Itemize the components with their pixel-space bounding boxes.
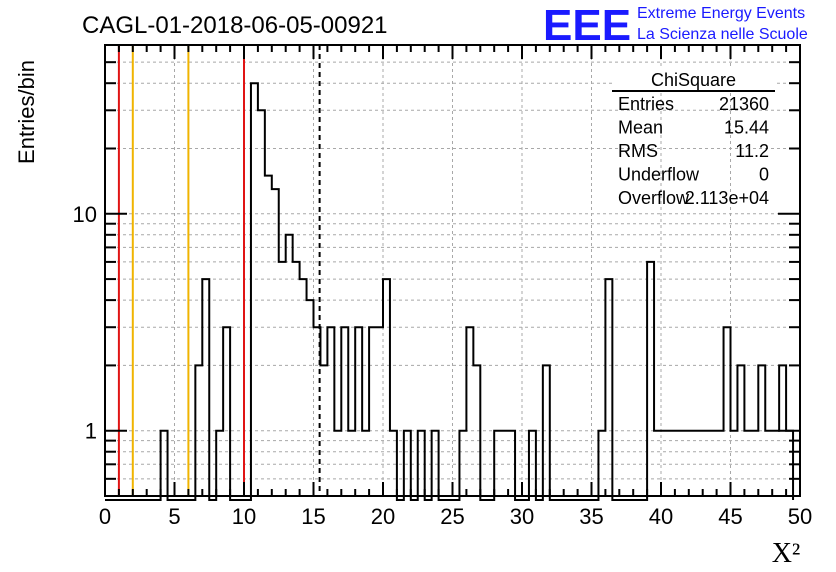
x-axis-label: X²: [772, 538, 801, 569]
stats-title: ChiSquare: [651, 70, 736, 90]
y-tick-label: 10: [73, 202, 97, 227]
stats-value: 15.44: [724, 118, 769, 138]
axes: 0 5 10 15 20 25 30 35 40 45 50 1 10: [73, 44, 812, 529]
reference-lines: [117, 45, 321, 496]
logo-line-1: Extreme Energy Events: [637, 5, 805, 22]
logo-line-2: La Scienza nelle Scuole: [637, 26, 808, 43]
x-tick-label: 0: [99, 504, 111, 529]
x-tick-label: 30: [510, 504, 534, 529]
x-tick-label: 25: [440, 504, 464, 529]
chart-title: CAGL-01-2018-06-05-00921: [82, 12, 388, 39]
stats-label: RMS: [618, 141, 658, 161]
stats-title-bg: [612, 68, 775, 90]
y-tick-label: 1: [85, 419, 97, 444]
grid-lines: [105, 45, 800, 496]
x-tick-label: 5: [168, 504, 180, 529]
logo-mark: EEE: [543, 1, 631, 50]
stats-box: ChiSquare Entries 21360 Mean 15.44 RMS 11.2 Und…: [612, 68, 775, 208]
y-axis-label: Entries/bin: [14, 60, 39, 164]
stats-value: 11.2: [735, 141, 769, 161]
x-tick-label: 15: [301, 504, 325, 529]
stats-label: Overflow: [618, 188, 690, 208]
stats-value: 21360: [719, 94, 769, 114]
eee-logo: EEE Extreme Energy Events La Scienza nel…: [543, 1, 808, 50]
stats-label: Entries: [618, 94, 674, 114]
stats-value: 2.113e+04: [685, 188, 769, 208]
stats-label: Mean: [618, 118, 663, 138]
x-tick-label: 50: [788, 504, 812, 529]
stats-label: Underflow: [618, 165, 700, 185]
x-tick-label: 35: [579, 504, 603, 529]
histogram-series: [105, 82, 795, 501]
x-tick-label: 45: [718, 504, 742, 529]
x-tick-label: 20: [371, 504, 395, 529]
x-tick-label: 10: [232, 504, 256, 529]
stats-value: 0: [759, 165, 769, 185]
x-tick-label: 40: [649, 504, 673, 529]
